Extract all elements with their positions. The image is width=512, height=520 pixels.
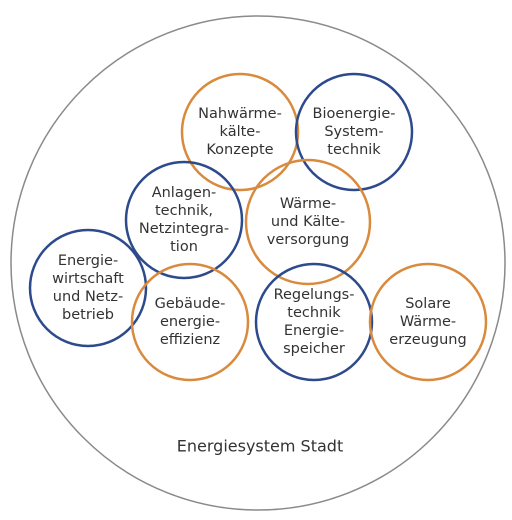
topic-label: Anlagen- bbox=[152, 185, 217, 201]
topic-label: energie- bbox=[160, 314, 220, 330]
topic-label: und Kälte- bbox=[271, 214, 345, 230]
topic-label: Energie- bbox=[284, 323, 344, 339]
topic-circle bbox=[254, 262, 374, 382]
topic-label: Konzepte bbox=[206, 142, 273, 158]
topic-label: Netzintegra- bbox=[139, 221, 229, 237]
outer-label: Energiesystem Stadt bbox=[177, 437, 343, 456]
topic-label: tion bbox=[170, 239, 198, 255]
topic-label: Gebäude- bbox=[155, 296, 226, 312]
topic-circle bbox=[130, 262, 250, 382]
topic-label: und Netz- bbox=[53, 289, 124, 305]
topic-circle bbox=[28, 228, 148, 348]
topic-label: versorgung bbox=[267, 232, 349, 248]
topic-circle bbox=[244, 158, 372, 286]
topic-circle bbox=[180, 72, 300, 192]
topic-label: System- bbox=[324, 124, 383, 140]
topic-label: kälte- bbox=[220, 124, 261, 140]
topic-label: wirtschaft bbox=[52, 271, 124, 287]
topic-circle bbox=[294, 72, 414, 192]
topic-label: technik, bbox=[155, 203, 213, 219]
topic-label: Solare bbox=[405, 296, 451, 312]
topic-label: Regelungs- bbox=[274, 287, 355, 303]
topic-label: technik bbox=[287, 305, 341, 321]
topic-label: effizienz bbox=[160, 332, 220, 348]
topic-label: Wärme- bbox=[400, 314, 456, 330]
topic-label: Bioenergie- bbox=[313, 106, 396, 122]
outer-circle bbox=[10, 15, 506, 511]
topic-label: Nahwärme- bbox=[198, 106, 282, 122]
topic-circle bbox=[124, 160, 244, 280]
topic-circle bbox=[368, 262, 488, 382]
topic-label: Energie- bbox=[58, 253, 118, 269]
topic-label: speicher bbox=[283, 341, 345, 357]
topic-label: betrieb bbox=[62, 307, 114, 323]
topic-label: erzeugung bbox=[389, 332, 466, 348]
topic-label: Wärme- bbox=[280, 196, 336, 212]
topic-label: technik bbox=[327, 142, 381, 158]
